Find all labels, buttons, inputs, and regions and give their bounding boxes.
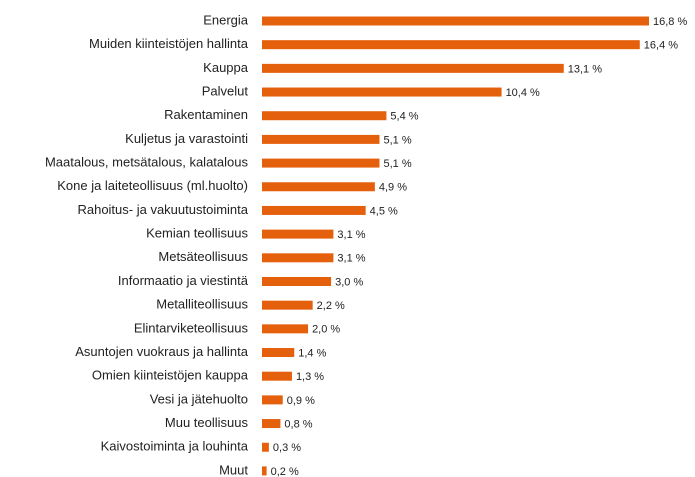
- value-label: 10,4 %: [506, 87, 540, 99]
- bar: [262, 324, 309, 334]
- value-label: 0,3 %: [273, 442, 301, 454]
- value-label: 1,3 %: [296, 371, 324, 383]
- category-label: Kaivostoiminta ja louhinta: [101, 439, 249, 454]
- value-label: 4,9 %: [379, 182, 407, 194]
- bar: [262, 63, 564, 73]
- category-label: Vesi ja jätehuolto: [150, 391, 248, 406]
- bar: [262, 111, 387, 121]
- bar: [262, 419, 281, 429]
- category-label: Metsäteollisuus: [158, 249, 248, 264]
- bar: [262, 371, 292, 381]
- value-label: 16,8 %: [653, 16, 687, 28]
- value-label: 1,4 %: [298, 347, 326, 359]
- bar: [262, 442, 269, 452]
- category-label: Metalliteollisuus: [156, 297, 248, 312]
- value-label: 16,4 %: [644, 40, 678, 52]
- category-label: Elintarviketeollisuus: [134, 320, 249, 335]
- value-label: 5,1 %: [383, 134, 411, 146]
- value-label: 0,9 %: [287, 395, 315, 407]
- value-label: 2,2 %: [317, 300, 345, 312]
- bar: [262, 205, 366, 215]
- value-label: 5,1 %: [383, 158, 411, 170]
- value-label: 3,1 %: [337, 229, 365, 241]
- bar: [262, 348, 295, 358]
- category-label: Omien kiinteistöjen kauppa: [92, 368, 249, 383]
- bar: [262, 87, 502, 97]
- category-label: Muu teollisuus: [165, 415, 249, 430]
- category-label: Energia: [203, 12, 249, 27]
- bar: [262, 466, 267, 476]
- value-label: 0,8 %: [284, 418, 312, 430]
- value-label: 0,2 %: [271, 466, 299, 477]
- category-label: Palvelut: [202, 83, 249, 98]
- bar: [262, 276, 332, 286]
- value-label: 13,1 %: [568, 63, 602, 75]
- value-label: 3,0 %: [335, 276, 363, 288]
- category-label: Kuljetus ja varastointi: [125, 131, 248, 146]
- category-label: Muut: [219, 462, 248, 477]
- bar: [262, 158, 380, 168]
- bar: [262, 40, 640, 50]
- category-label: Informaatio ja viestintä: [118, 273, 249, 288]
- category-label: Rahoitus- ja vakuutustoiminta: [77, 202, 248, 217]
- bar: [262, 253, 334, 263]
- category-label: Kone ja laiteteollisuus (ml.huolto): [57, 178, 248, 193]
- bar: [262, 16, 649, 26]
- value-label: 5,4 %: [390, 111, 418, 123]
- value-label: 2,0 %: [312, 324, 340, 336]
- bar: [262, 182, 375, 192]
- category-label: Rakentaminen: [164, 107, 248, 122]
- value-label: 3,1 %: [337, 253, 365, 265]
- value-label: 4,5 %: [370, 205, 398, 217]
- category-label: Maatalous, metsätalous, kalatalous: [45, 155, 249, 170]
- category-label: Asuntojen vuokraus ja hallinta: [75, 344, 248, 359]
- bar: [262, 300, 313, 310]
- bar: [262, 229, 334, 239]
- category-label: Kauppa: [203, 60, 249, 75]
- bar: [262, 395, 283, 405]
- category-label: Kemian teollisuus: [146, 226, 248, 241]
- category-label: Muiden kiinteistöjen hallinta: [89, 36, 249, 51]
- bar: [262, 134, 380, 144]
